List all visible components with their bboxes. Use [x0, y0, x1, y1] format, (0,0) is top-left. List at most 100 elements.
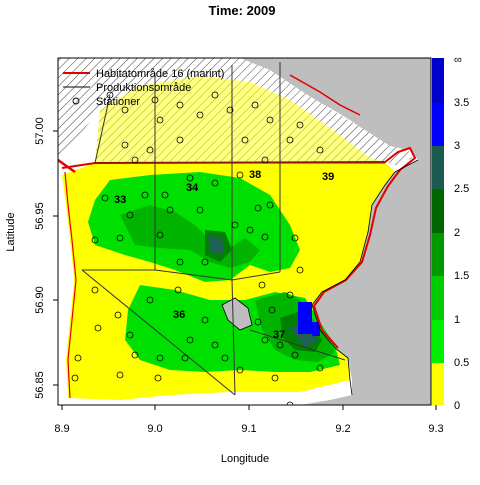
station-marker	[146, 296, 154, 304]
station-marker	[201, 258, 209, 266]
habitat-boundary	[61, 146, 417, 349]
station-marker	[276, 341, 284, 349]
station-marker	[266, 116, 274, 124]
station-marker	[271, 374, 279, 382]
x-tick-label: 9.0	[147, 423, 162, 435]
zone-label-39: 39	[322, 171, 334, 183]
station-marker	[211, 91, 219, 99]
station-marker	[74, 354, 82, 362]
x-tick-label: 9.2	[335, 423, 350, 435]
station-marker	[141, 191, 149, 199]
x-tick-label: 9.3	[428, 423, 443, 435]
teal-1	[208, 236, 224, 254]
colorbar-label: ∞	[454, 54, 462, 66]
station-marker	[236, 171, 244, 179]
station-marker	[241, 136, 249, 144]
plot-frame	[57, 57, 432, 406]
station-marker	[261, 233, 269, 241]
colorbar-label: 3.5	[454, 97, 469, 109]
colorbar-label: 0	[454, 400, 460, 412]
station-marker	[316, 146, 324, 154]
colorbar-label: 3	[454, 140, 460, 152]
station-marker	[186, 174, 194, 182]
station-marker	[231, 221, 239, 229]
zone-label-37: 37	[273, 329, 285, 341]
station-marker	[106, 91, 114, 99]
station-marker	[101, 194, 109, 202]
station-marker	[261, 156, 269, 164]
station-marker	[254, 204, 262, 212]
station-marker	[291, 351, 299, 359]
legend-production-label: Produktionsområde	[96, 82, 191, 94]
station-marker	[181, 354, 189, 362]
station-marker	[151, 96, 159, 104]
station-marker	[176, 101, 184, 109]
station-marker	[176, 136, 184, 144]
legend: Habitatområde 16 (marint) Produktionsomr…	[63, 68, 224, 108]
y-tick-label: 57.00	[34, 117, 46, 145]
station-marker	[286, 291, 294, 299]
station-marker	[251, 101, 259, 109]
station-marker	[131, 351, 139, 359]
colorbar-label: 1	[454, 314, 460, 326]
station-marker	[226, 106, 234, 114]
station-marker	[211, 179, 219, 187]
station-marker	[146, 146, 154, 154]
legend-habitat-label: Habitatområde 16 (marint)	[96, 68, 224, 80]
station-marker	[236, 366, 244, 374]
island	[221, 297, 253, 331]
station-marker	[121, 141, 129, 149]
legend-stations-label: Stationer	[96, 96, 140, 108]
y-tick-label: 56.90	[34, 286, 46, 314]
station-marker	[114, 311, 122, 319]
x-tick-label: 9.1	[241, 423, 256, 435]
station-marker	[121, 106, 129, 114]
station-marker	[286, 401, 294, 405]
station-marker	[221, 354, 229, 362]
station-marker	[126, 331, 134, 339]
production-area-lines	[81, 62, 385, 396]
stations	[71, 91, 324, 405]
zone-label-33: 33	[114, 194, 126, 206]
station-marker	[94, 324, 102, 332]
station-marker	[131, 156, 139, 164]
station-marker	[286, 136, 294, 144]
station-marker	[174, 286, 182, 294]
station-marker	[316, 364, 324, 372]
y-tick-label: 56.95	[34, 202, 46, 230]
hatched-area	[58, 58, 412, 166]
colorbar: 0 0.5 1 1.5 2 2.5 3 3.5 ∞	[432, 54, 469, 412]
teal-2	[290, 322, 318, 348]
station-marker	[291, 234, 299, 242]
station-marker	[266, 201, 274, 209]
station-marker	[156, 116, 164, 124]
station-marker	[296, 121, 304, 129]
station-marker	[296, 266, 304, 274]
y-axis: 56.85 56.90 56.95 57.00 Latitude	[5, 117, 58, 399]
station-marker	[71, 374, 79, 382]
station-marker	[176, 258, 184, 266]
station-marker	[126, 211, 134, 219]
zone-label-34: 34	[186, 182, 199, 194]
station-marker	[161, 191, 169, 199]
station-marker	[116, 371, 124, 379]
station-marker	[268, 306, 276, 314]
zone-label-38: 38	[249, 169, 261, 181]
station-marker	[166, 206, 174, 214]
x-tick-label: 8.9	[54, 423, 69, 435]
station-marker	[154, 374, 162, 382]
station-marker	[258, 281, 266, 289]
station-marker	[156, 231, 164, 239]
zone-label-36: 36	[173, 309, 185, 321]
colorbar-label: 2	[454, 227, 460, 239]
station-marker	[201, 316, 209, 324]
station-marker	[196, 111, 204, 119]
station-marker	[156, 354, 164, 362]
blue-high-cell	[298, 302, 312, 334]
x-axis: 8.9 9.0 9.1 9.2 9.3 Longitude	[54, 405, 444, 465]
station-marker	[254, 318, 262, 326]
colorbar-label: 0.5	[454, 357, 469, 369]
station-marker	[186, 336, 194, 344]
station-marker	[91, 286, 99, 294]
map-title: Time: 2009	[209, 3, 276, 18]
